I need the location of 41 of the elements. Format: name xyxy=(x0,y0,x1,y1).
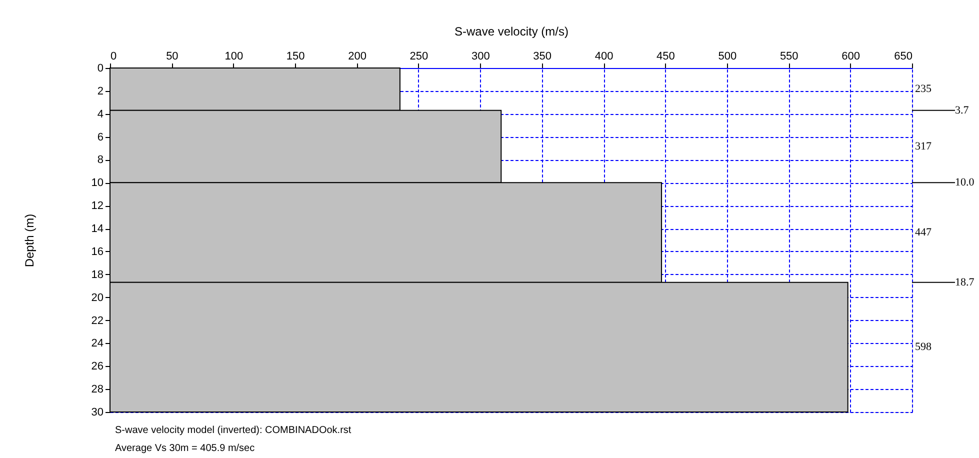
y-tick-label: 28 xyxy=(91,384,104,396)
y-tick-label: 4 xyxy=(97,108,104,120)
x-tick-label: 650 xyxy=(894,50,912,62)
y-tick-label: 14 xyxy=(91,223,104,236)
text: S-wave velocity model (inverted): COMBINADOok.rst xyxy=(115,425,352,436)
text: Average Vs 30m = 405.9 m/sec xyxy=(115,443,255,454)
y-tick-label: 18 xyxy=(91,268,104,281)
y-tick-label: 8 xyxy=(97,154,104,166)
y-tick-label: 20 xyxy=(91,292,104,304)
text: 317 xyxy=(915,140,932,153)
y-tick-label: 22 xyxy=(91,314,104,327)
x-tick-label: 100 xyxy=(224,50,244,62)
text: 235 xyxy=(915,83,932,96)
x-tick-label: 550 xyxy=(780,50,798,62)
x-axis-title: S-wave velocity (m/s) xyxy=(454,24,569,38)
x-tick-label: 450 xyxy=(656,50,675,62)
x-tick-label: 500 xyxy=(718,50,737,62)
y-tick-label: 2 xyxy=(97,85,104,98)
x-tick-label: 50 xyxy=(166,50,178,62)
text: 3.7 xyxy=(955,104,970,116)
text: 598 xyxy=(915,341,932,354)
y-axis-title: Depth (m) xyxy=(22,214,36,268)
y-tick-label: 16 xyxy=(91,246,104,258)
y-tick-label: 6 xyxy=(97,131,104,144)
x-tick-label: 600 xyxy=(842,50,860,62)
text: 447 xyxy=(915,226,932,239)
x-tick-label: 300 xyxy=(471,50,490,62)
y-tick-label: 24 xyxy=(91,338,104,350)
x-tick-label: 200 xyxy=(348,50,366,62)
x-tick-label: 350 xyxy=(533,50,552,62)
y-tick-label: 12 xyxy=(91,200,104,212)
y-tick-label: 0 xyxy=(97,62,104,74)
y-tick-label: 26 xyxy=(91,360,104,373)
x-tick-label: 250 xyxy=(410,50,428,62)
y-tick-label: 30 xyxy=(91,406,104,418)
text: 10.0 xyxy=(955,176,975,189)
text: 18.7 xyxy=(955,276,975,288)
x-tick-label: 150 xyxy=(286,50,305,62)
x-tick-label: 0 xyxy=(110,50,117,62)
y-tick-label: 10 xyxy=(91,177,104,190)
x-tick-label: 400 xyxy=(594,50,614,62)
